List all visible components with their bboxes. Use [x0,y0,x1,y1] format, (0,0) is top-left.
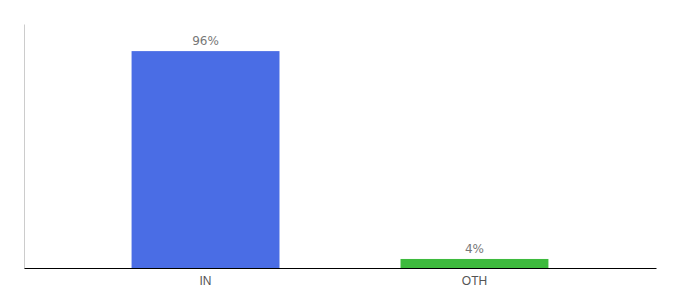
x-tick-label: IN [200,274,212,288]
bar [132,51,280,268]
x-tick: OTH [462,274,487,288]
bar [401,259,549,268]
data-labels: 96% 4% [192,34,484,256]
x-axis: IN OTH [25,269,657,288]
plot: IN OTH 96% 4% [25,25,657,288]
y-axis-line [24,25,25,269]
x-axis-line [25,268,657,269]
x-tick: IN [200,274,212,288]
bars [132,51,549,268]
data-label: 4% [465,242,484,256]
chart-svg: IN OTH 96% 4% [0,0,680,300]
chart-container: IN OTH 96% 4% [0,0,680,300]
x-tick-label: OTH [462,274,487,288]
y-axis [24,25,25,269]
data-label: 96% [192,34,219,48]
